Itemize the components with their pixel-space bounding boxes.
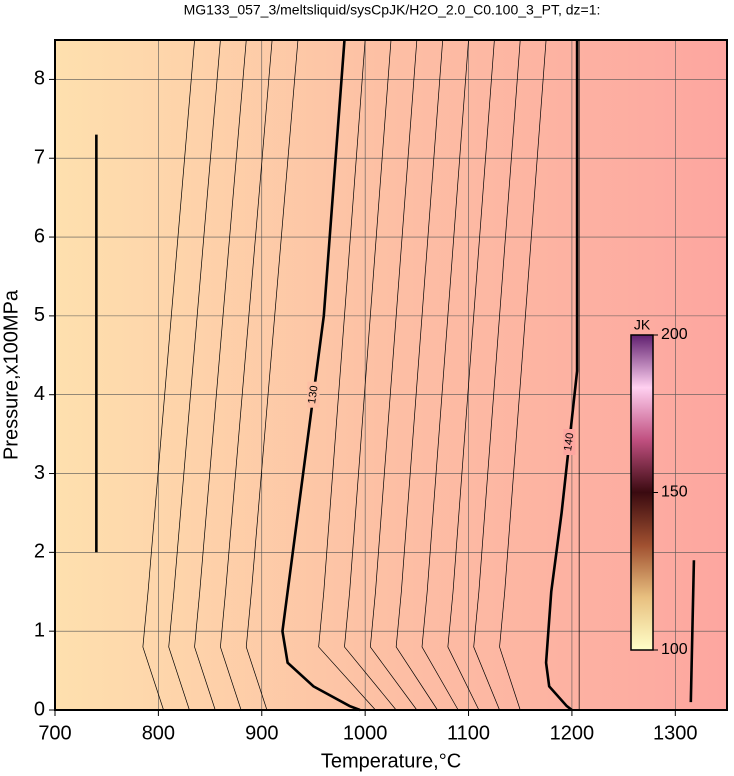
x-tick-label: 900 <box>245 722 278 744</box>
y-tick-label: 0 <box>34 698 45 720</box>
colorbar-tick-label: 100 <box>661 641 688 658</box>
x-tick-label: 1000 <box>343 722 388 744</box>
x-tick-label: 800 <box>142 722 175 744</box>
x-tick-label: 1200 <box>550 722 595 744</box>
contour-line <box>421 39 469 711</box>
contour-line <box>318 39 376 711</box>
contour-label-bg <box>563 429 576 455</box>
colorbar-tick-label: 200 <box>661 326 688 343</box>
y-tick-label: 5 <box>34 304 45 326</box>
contour-line <box>344 39 397 711</box>
x-tick-label: 1300 <box>653 722 698 744</box>
contour-line <box>473 39 521 711</box>
y-tick-label: 1 <box>34 619 45 641</box>
contour-line <box>447 39 495 711</box>
contour-line <box>499 39 547 711</box>
colorbar-label: JK <box>634 317 651 333</box>
contour-line <box>245 39 299 711</box>
contour-line <box>281 39 361 712</box>
chart-title: MG133_057_3/meltsliquid/sysCpJK/H2O_2.0_… <box>184 2 601 18</box>
contour-line <box>395 39 444 711</box>
contour-line <box>689 560 696 703</box>
contour-label: 130 <box>306 385 320 405</box>
contour-line <box>369 39 418 711</box>
y-tick-label: 7 <box>34 147 45 169</box>
contour-line <box>194 39 247 711</box>
plot-area <box>55 40 727 710</box>
contour-label: 140 <box>562 432 576 452</box>
contour-label-bg <box>307 381 320 408</box>
contour-line <box>168 39 221 711</box>
colorbar-tick-label: 150 <box>661 484 688 501</box>
plot-frame <box>54 39 728 711</box>
contour-line <box>142 39 195 711</box>
y-axis-label: Pressure,x100MPa <box>0 289 22 460</box>
y-tick-label: 8 <box>34 68 45 90</box>
x-tick-label: 700 <box>38 722 71 744</box>
contour-line <box>220 39 273 711</box>
colorbar <box>630 334 654 651</box>
y-tick-label: 6 <box>34 225 45 247</box>
y-tick-label: 3 <box>34 462 45 484</box>
contour-line <box>544 40 579 712</box>
x-tick-label: 1100 <box>447 722 490 744</box>
y-tick-label: 4 <box>34 383 45 405</box>
y-tick-label: 2 <box>34 541 45 563</box>
x-axis-label: Temperature,°C <box>321 750 461 772</box>
